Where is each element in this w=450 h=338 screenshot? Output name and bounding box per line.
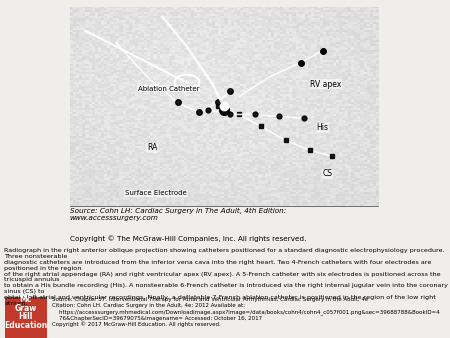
- Text: Graw: Graw: [14, 304, 37, 313]
- FancyBboxPatch shape: [70, 7, 378, 206]
- Text: Radiograph in the right anterior oblique projection showing catheters positioned: Radiograph in the right anterior oblique…: [4, 248, 448, 306]
- Text: Ablation Catheter: Ablation Catheter: [138, 86, 199, 92]
- Text: Source: Chapter 57. Interventional Therapy for Atrial and Ventricular Arrhythmia: Source: Chapter 57. Interventional Thera…: [52, 297, 440, 327]
- Text: Source: Cohn LH: Cardiac Surgery in The Adult, 4th Edition:
www.accesssurgery.co: Source: Cohn LH: Cardiac Surgery in The …: [70, 208, 286, 221]
- Text: RA: RA: [147, 143, 157, 152]
- Text: CS: CS: [323, 169, 333, 178]
- FancyBboxPatch shape: [4, 297, 47, 338]
- Text: His: His: [316, 123, 328, 132]
- Text: Surface Electrode: Surface Electrode: [125, 190, 187, 196]
- Text: RV apex: RV apex: [310, 79, 342, 89]
- Text: Hill: Hill: [18, 312, 33, 321]
- Text: Education: Education: [4, 320, 47, 330]
- Text: Mc: Mc: [19, 295, 32, 304]
- Text: Copyright © The McGraw-Hill Companies, Inc. All rights reserved.: Copyright © The McGraw-Hill Companies, I…: [70, 235, 306, 242]
